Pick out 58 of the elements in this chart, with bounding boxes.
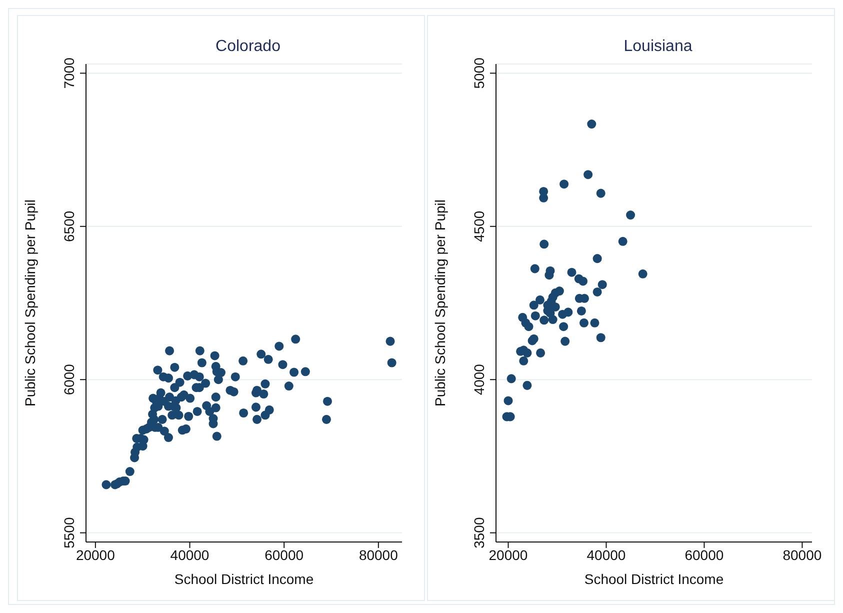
x-tick-label: 20000 [76,546,116,563]
point [530,264,540,274]
point [546,308,555,318]
x-tick-label: 80000 [782,546,822,563]
point [535,295,545,304]
point [540,240,549,249]
y-tick-label: 7000 [61,57,77,89]
point [504,396,513,406]
x-tick-label: 20000 [488,546,528,563]
point [590,318,600,328]
point [567,268,576,277]
point [579,318,589,328]
x-tick-label: 60000 [684,546,724,563]
point [618,236,628,246]
point [596,188,606,198]
y-tick-label: 4500 [471,210,487,242]
point [522,348,532,358]
x-tick-label: 60000 [264,546,304,563]
point [530,311,540,320]
x-axis-title: School District Income [584,571,724,587]
point [506,374,516,384]
point [522,380,532,390]
point [592,287,602,296]
x-axis-title: School District Income [174,571,314,587]
x-tick-label: 40000 [586,546,626,563]
y-tick-label: 5500 [61,517,77,548]
chart-title: Colorado [214,38,282,56]
point [544,270,554,280]
point [550,302,560,312]
x-tick-label: 40000 [170,546,210,563]
y-tick-label: 5000 [471,57,487,89]
point [592,254,602,264]
point [554,286,564,296]
point [598,280,607,290]
point [560,336,570,346]
x-tick-label: 80000 [358,546,398,563]
point [584,170,593,180]
y-tick-label: 6000 [61,364,77,396]
y-axis-title: Public School Spending per Pupil [22,199,38,407]
point [564,308,573,317]
point [578,276,588,286]
point [576,306,586,316]
point [540,316,549,325]
point [536,348,546,358]
point [524,322,534,332]
point [638,269,648,278]
point [519,356,528,366]
point [596,333,606,342]
point [529,300,538,310]
point [626,210,636,220]
y-tick-label: 3500 [471,517,487,548]
y-tick-label: 4000 [471,364,487,396]
point [560,180,569,189]
point [587,120,596,129]
y-axis-title: Public School Spending per Pupil [432,199,448,407]
y-tick-label: 6500 [61,210,77,242]
chart-title: Louisiana [622,38,694,56]
point [559,322,568,332]
